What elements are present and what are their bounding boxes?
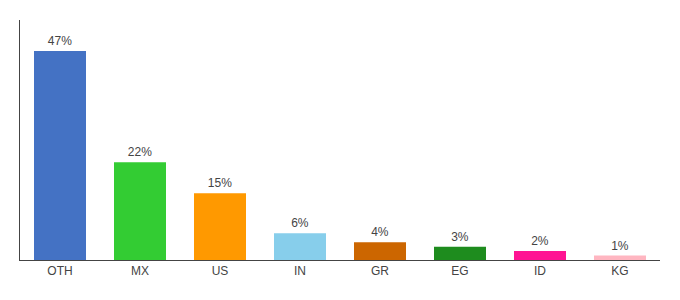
svg-text:GR: GR bbox=[371, 264, 389, 278]
svg-text:US: US bbox=[212, 264, 229, 278]
svg-text:MX: MX bbox=[131, 264, 149, 278]
svg-text:OTH: OTH bbox=[47, 264, 72, 278]
svg-text:22%: 22% bbox=[128, 145, 152, 159]
svg-text:2%: 2% bbox=[531, 234, 549, 248]
svg-text:3%: 3% bbox=[451, 230, 469, 244]
svg-text:4%: 4% bbox=[371, 225, 389, 239]
svg-text:6%: 6% bbox=[291, 216, 309, 230]
svg-text:IN: IN bbox=[294, 264, 306, 278]
svg-text:1%: 1% bbox=[611, 239, 629, 253]
svg-text:15%: 15% bbox=[208, 176, 232, 190]
svg-text:47%: 47% bbox=[48, 34, 72, 48]
svg-text:EG: EG bbox=[451, 264, 468, 278]
svg-text:KG: KG bbox=[611, 264, 628, 278]
svg-text:ID: ID bbox=[534, 264, 546, 278]
